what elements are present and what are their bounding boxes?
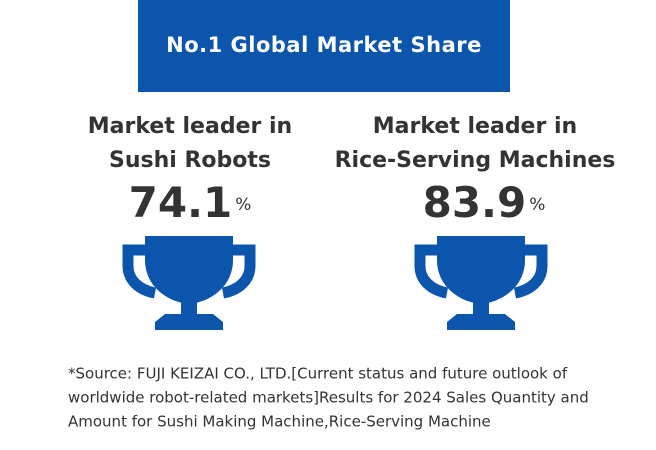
source-note: Amount for Sushi Making Machine,Rice-Ser… bbox=[68, 413, 491, 431]
item-label: Sushi Robots bbox=[109, 148, 271, 173]
trophy-icon bbox=[414, 236, 548, 330]
item-value: 74.1% bbox=[129, 178, 252, 227]
header-box bbox=[138, 0, 510, 92]
value-number: 83.9 bbox=[423, 178, 527, 227]
value-unit: % bbox=[529, 195, 545, 215]
item-label: Rice-Serving Machines bbox=[335, 148, 616, 173]
source-note: worldwide robot-related markets]Results … bbox=[68, 389, 589, 407]
value-number: 74.1 bbox=[129, 178, 233, 227]
value-unit: % bbox=[235, 195, 251, 215]
trophy-icon bbox=[122, 236, 256, 330]
item-label: Market leader in bbox=[373, 114, 577, 139]
item-value: 83.9% bbox=[423, 178, 546, 227]
source-note: *Source: FUJI KEIZAI CO., LTD.[Current s… bbox=[68, 365, 568, 383]
item-label: Market leader in bbox=[88, 114, 292, 139]
header-title: No.1 Global Market Share bbox=[166, 33, 482, 57]
